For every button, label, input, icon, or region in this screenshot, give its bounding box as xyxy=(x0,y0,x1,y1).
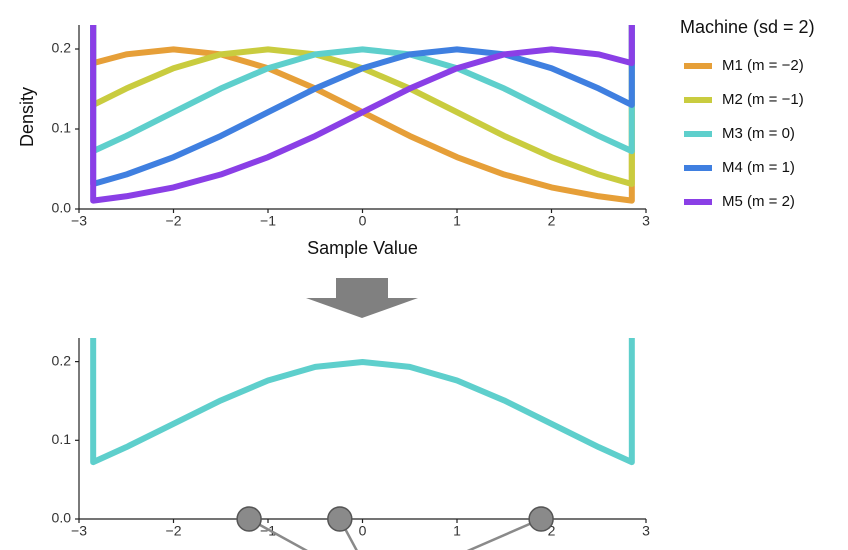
x-tick-label: −3 xyxy=(71,213,87,229)
legend-label: M2 (m = −1) xyxy=(722,91,804,108)
legend-label: M1 (m = −2) xyxy=(722,57,804,74)
y-tick-label: 0.1 xyxy=(52,120,72,136)
y-tick-label: 0.0 xyxy=(52,200,72,216)
sample-link xyxy=(466,517,542,550)
series-line xyxy=(90,338,635,466)
x-tick-label: 3 xyxy=(642,523,650,539)
x-tick-label: 1 xyxy=(453,523,461,539)
legend-title: Machine (sd = 2) xyxy=(680,17,815,37)
x-tick-label: 2 xyxy=(548,523,556,539)
legend-label: M3 (m = 0) xyxy=(722,125,795,142)
x-tick-label: 0 xyxy=(359,523,367,539)
sample-link xyxy=(338,518,358,550)
y-tick-label: 0.2 xyxy=(52,352,72,368)
x-tick-label: 3 xyxy=(642,213,650,229)
x-tick-label: −3 xyxy=(71,523,87,539)
y-tick-label: 0.0 xyxy=(52,510,72,526)
series-line xyxy=(90,25,635,204)
x-tick-label: −2 xyxy=(166,523,182,539)
sample-link xyxy=(248,517,308,550)
legend-label: M5 (m = 2) xyxy=(722,193,795,210)
x-tick-label: 1 xyxy=(453,213,461,229)
series-line xyxy=(90,25,635,155)
x-tick-label: 0 xyxy=(359,213,367,229)
sample-point xyxy=(528,506,554,532)
x-tick-label: 2 xyxy=(548,213,556,229)
arrow xyxy=(306,278,418,318)
x-tick-label: −2 xyxy=(166,213,182,229)
x-axis-title: Sample Value xyxy=(307,238,418,258)
y-axis-title: Density xyxy=(17,87,37,147)
sample-point xyxy=(327,506,353,532)
series-line xyxy=(90,25,635,187)
y-tick-label: 0.2 xyxy=(52,40,72,56)
x-tick-label: −1 xyxy=(260,213,276,229)
y-tick-label: 0.1 xyxy=(52,431,72,447)
sample-point xyxy=(236,506,262,532)
legend-label: M4 (m = 1) xyxy=(722,159,795,176)
